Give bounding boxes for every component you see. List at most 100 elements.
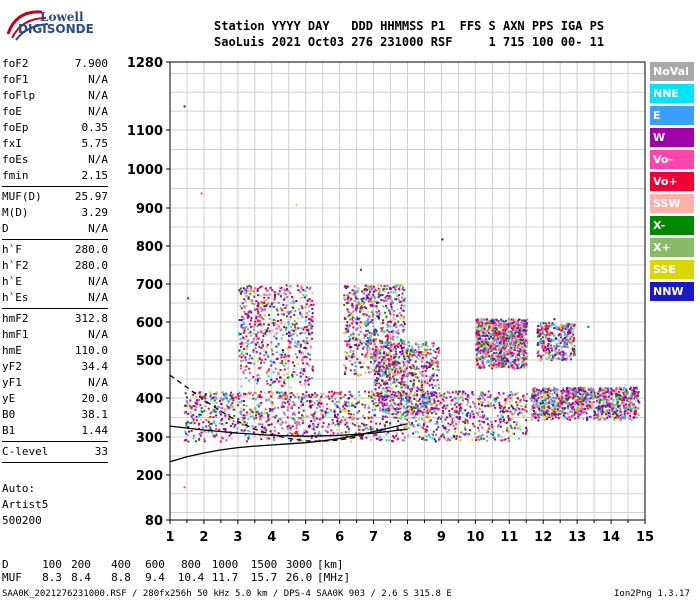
echo-point [256, 403, 259, 406]
echo-point [422, 367, 425, 370]
echo-point [353, 285, 356, 288]
echo-point [404, 370, 407, 373]
echo-point [509, 397, 512, 400]
echo-point [281, 360, 284, 363]
echo-point [515, 350, 518, 353]
echo-point [424, 428, 427, 431]
echo-point [481, 340, 484, 343]
echo-point [495, 334, 498, 337]
echo-point [408, 404, 410, 407]
echo-point [430, 361, 432, 364]
echo-point [259, 423, 262, 426]
echo-point [494, 336, 497, 338]
echo-point [478, 337, 481, 340]
echo-point [259, 286, 262, 289]
echo-point [492, 319, 495, 322]
echo-point [420, 358, 423, 361]
echo-point [392, 399, 395, 402]
echo-point [410, 344, 413, 347]
echo-point [510, 321, 513, 324]
echo-point [518, 411, 521, 414]
echo-point [572, 333, 574, 336]
echo-point [404, 375, 407, 378]
echo-point [558, 349, 560, 352]
echo-point [252, 376, 255, 379]
echo-point [239, 291, 242, 294]
echo-point [452, 418, 455, 421]
echo-point [289, 346, 292, 349]
echo-point [493, 337, 496, 340]
echo-point [240, 364, 243, 367]
echo-point [502, 407, 505, 410]
echo-point [571, 323, 573, 326]
echo-point [406, 347, 409, 350]
auto-label: Auto: [2, 482, 36, 495]
echo-point [522, 326, 525, 329]
echo-point [389, 383, 392, 386]
echo-point [508, 396, 511, 399]
echo-point [382, 289, 385, 292]
echo-point [519, 339, 522, 341]
param-value: 5.75 [81, 137, 109, 150]
echo-point [203, 395, 206, 398]
echo-point [294, 341, 297, 344]
echo-point [225, 414, 228, 417]
echo-point [279, 423, 282, 426]
echo-point [364, 321, 367, 324]
echo-point [436, 417, 439, 420]
echo-point [360, 298, 363, 301]
echo-point [343, 363, 345, 366]
echo-point [420, 394, 423, 397]
echo-point [551, 322, 554, 325]
echo-point [391, 413, 394, 416]
echo-point [511, 333, 514, 336]
echo-point [490, 357, 492, 360]
echo-point [538, 354, 541, 357]
echo-point [407, 384, 410, 387]
echo-point [228, 401, 231, 404]
echo-point [482, 340, 485, 342]
echo-point [186, 421, 189, 424]
echo-point [545, 325, 548, 328]
echo-point [383, 382, 386, 385]
echo-point [381, 399, 384, 402]
echo-point [464, 421, 467, 424]
echo-point [395, 432, 398, 434]
echo-point [495, 320, 498, 323]
echo-point [421, 396, 424, 399]
echo-point [446, 391, 449, 393]
echo-point [379, 294, 382, 297]
echo-point [414, 343, 417, 346]
echo-point [476, 325, 478, 328]
echo-point [256, 325, 259, 327]
echo-point [311, 320, 314, 323]
echo-point [524, 432, 527, 435]
echo-point [356, 317, 359, 320]
echo-point [384, 286, 387, 289]
echo-point [453, 414, 456, 417]
echo-point [417, 407, 419, 410]
echo-point [289, 431, 292, 434]
echo-point [302, 362, 305, 365]
echo-point [412, 425, 415, 428]
echo-point [495, 329, 498, 332]
echo-point [367, 417, 370, 419]
echo-point [397, 346, 400, 349]
echo-point [295, 300, 298, 302]
echo-point [403, 374, 405, 377]
echo-point [243, 298, 246, 301]
echo-point [507, 365, 510, 368]
echo-point [420, 360, 423, 363]
echo-point [347, 397, 350, 400]
echo-point [300, 367, 303, 370]
echo-point [536, 331, 539, 334]
echo-point [538, 341, 541, 344]
echo-point [486, 439, 489, 442]
echo-point [312, 424, 315, 426]
echo-point [369, 298, 372, 301]
echo-point [499, 332, 501, 335]
echo-point [504, 319, 507, 322]
echo-point [348, 335, 351, 338]
echo-point [577, 396, 580, 399]
echo-point [504, 363, 507, 366]
